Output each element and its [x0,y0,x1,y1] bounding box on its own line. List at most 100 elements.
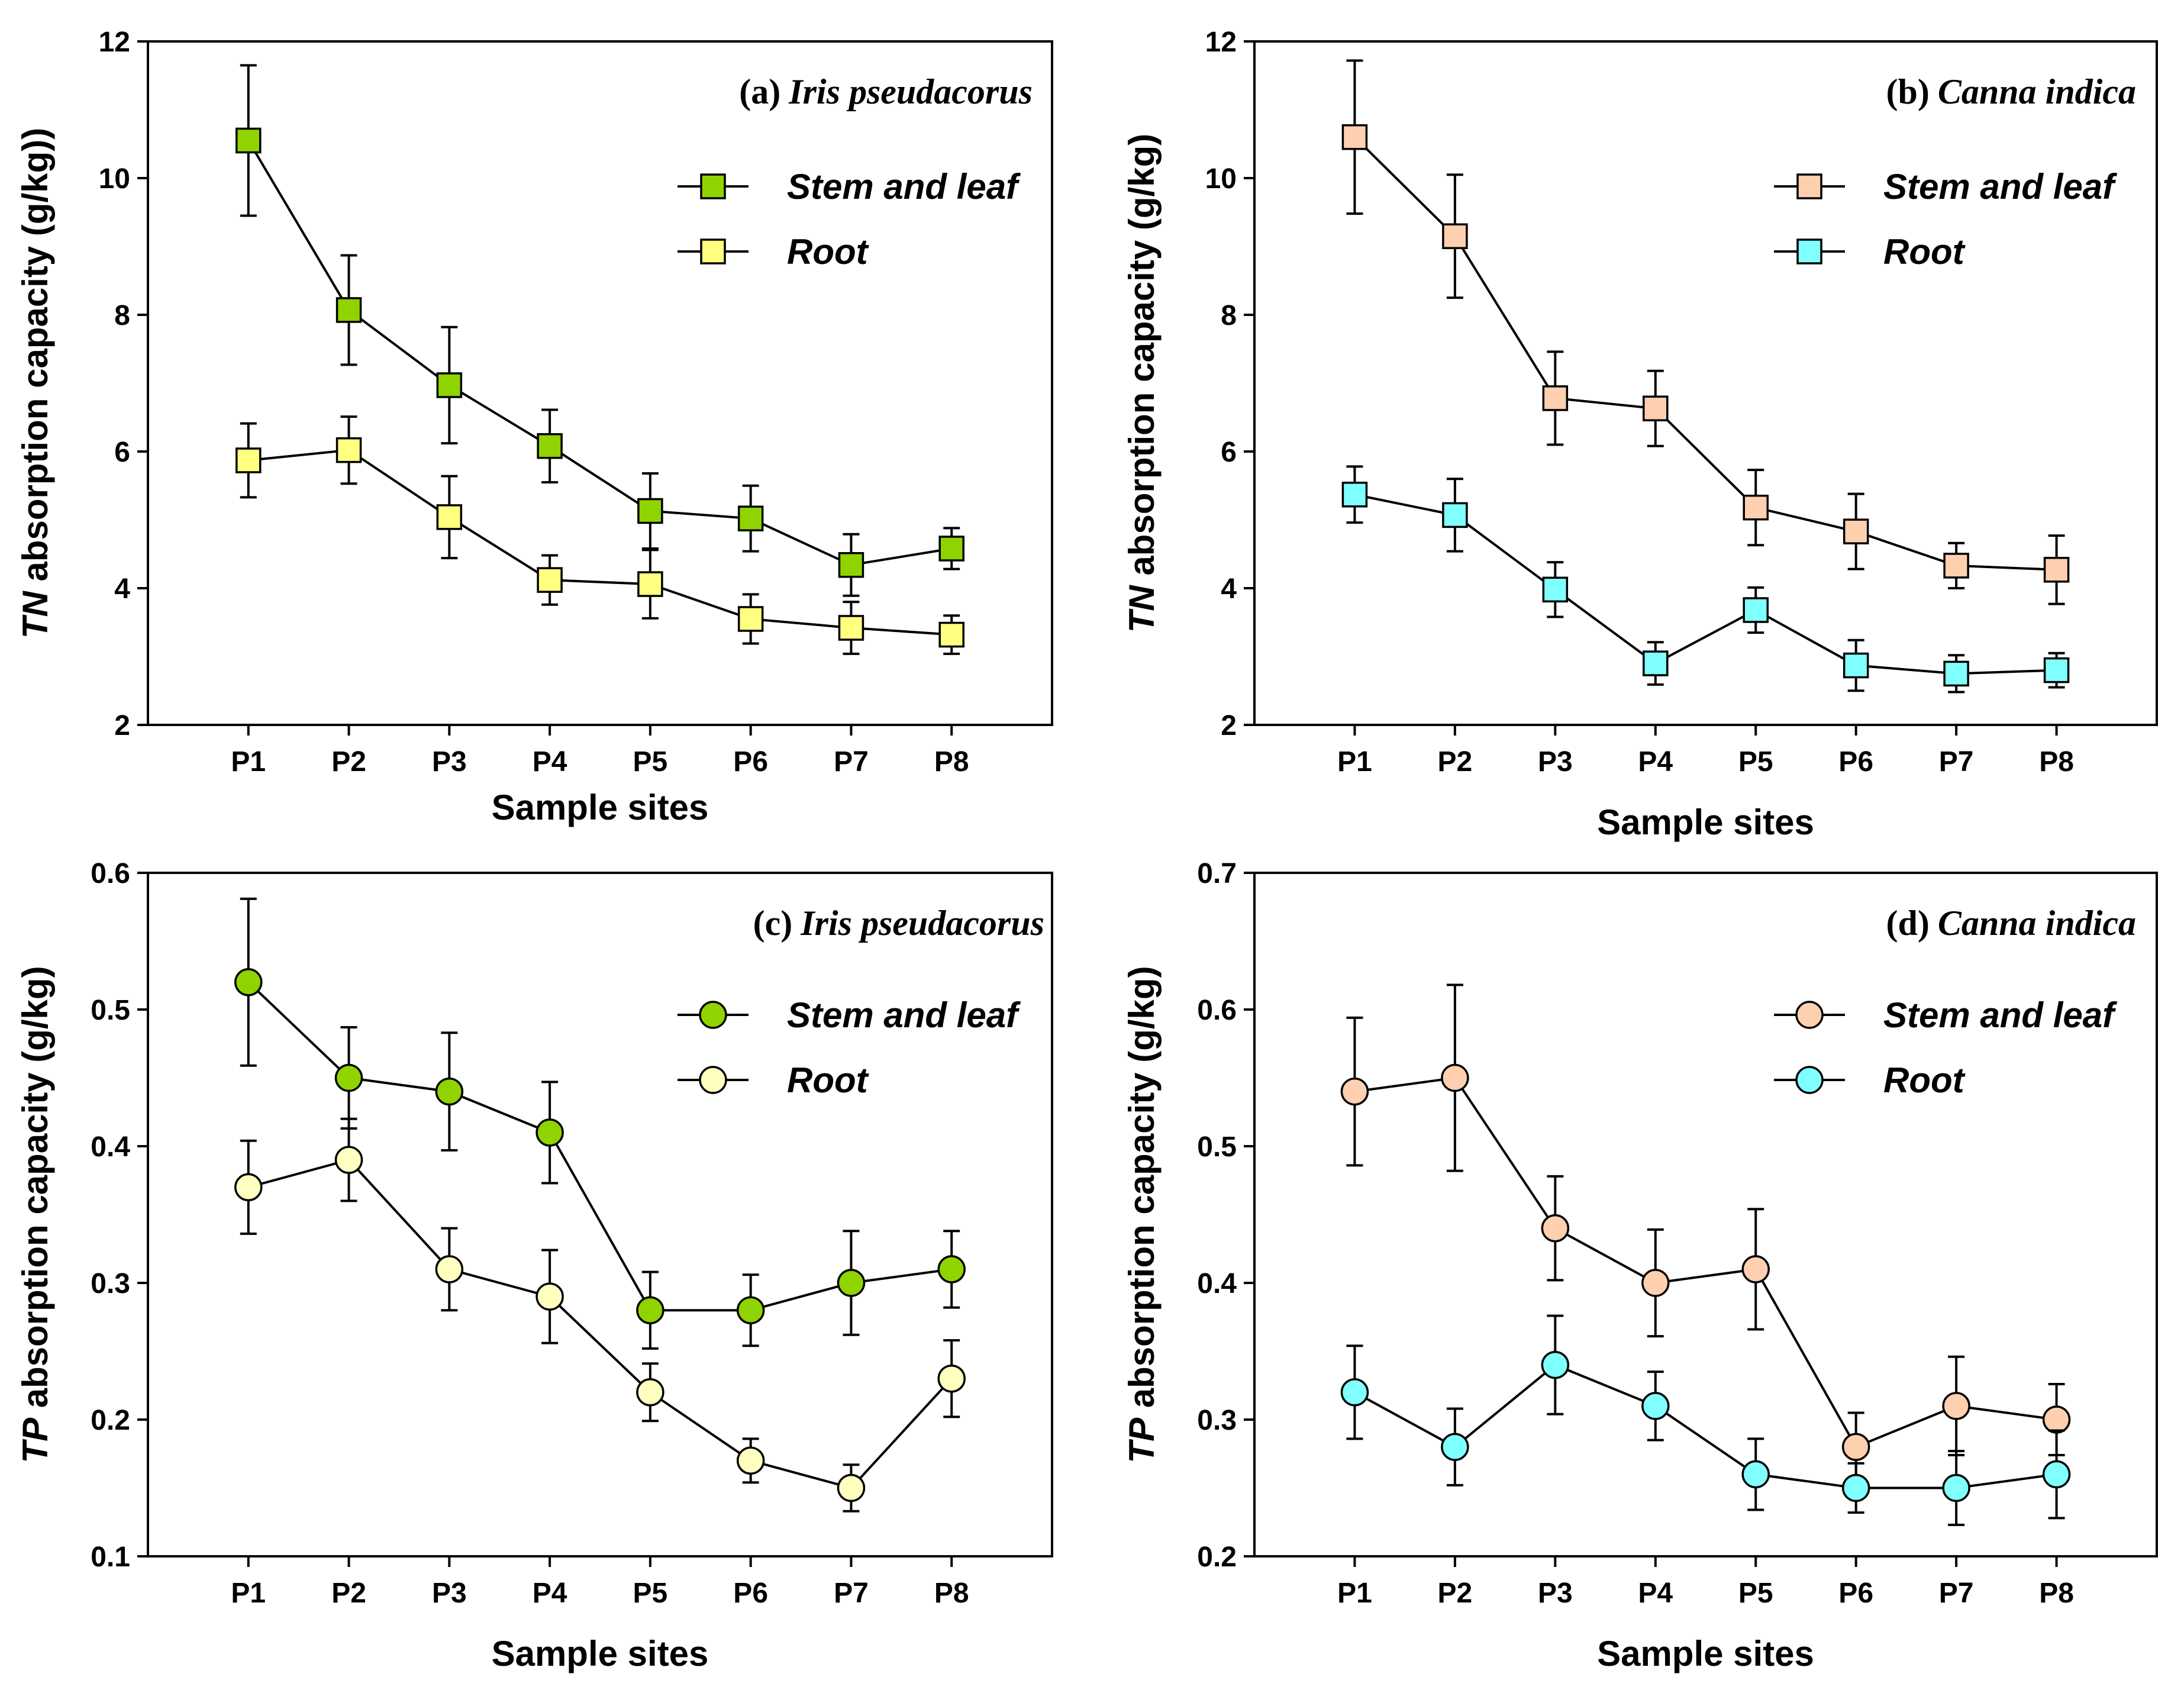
x-tick-label: P5 [1738,746,1773,778]
data-point [1541,1350,1570,1379]
data-point [1442,502,1468,528]
y-tick-label: 2 [114,710,130,741]
legend-label: Root [1883,1060,1966,1100]
legend-label: Root [787,232,870,272]
y-axis-title: TN absorption capacity (g/kg) [1122,134,1162,633]
series-line [247,140,952,566]
data-point [1541,1214,1570,1243]
data-point [1441,1433,1469,1461]
y-tick-label: 0.3 [91,1268,130,1299]
chart-panel-c: 0.1 0.2 0.3 0.4 0.5 0.6 P1 P2 P3 P4 P5 P6 P7 P8 Sample… [15,858,1053,1673]
data-point [1340,1077,1369,1106]
x-tick-label: P4 [1638,1578,1673,1609]
series-root [1340,1314,2071,1526]
y-axis-title-variable: TP [1122,1417,1162,1463]
x-tick-label: P2 [331,746,366,778]
legend-marker [1795,1001,1824,1029]
x-tick-label: P8 [2039,1578,2074,1609]
data-point [937,1364,966,1393]
y-axis-title-text: absorption capacity (g/kg) [1122,966,1162,1417]
series-stem-and-leaf [234,897,966,1350]
y-axis-title-text: absorption capacity (g/kg)) [15,128,55,591]
plot-frame [1253,40,2158,726]
data-point [1743,597,1769,623]
y-tick-label: 12 [99,27,130,58]
data-point [636,1378,664,1407]
y-tick-label: 0.6 [91,858,130,889]
y-tick-label: 0.2 [1197,1542,1237,1573]
data-point [837,1269,866,1297]
panel-title-label: (b) [1886,72,1930,111]
data-point [838,552,864,578]
y-tick-label: 8 [1221,300,1237,331]
data-point [1641,1269,1670,1297]
x-axis-title: Sample sites [492,1634,709,1673]
data-point [1843,518,1869,544]
panel-title-label: (c) [753,904,793,943]
chart-panel-d: 0.2 0.3 0.4 0.5 0.6 0.7 P1 P2 P3 P4 P5 P6 P7 P8 Sample… [1122,858,2158,1673]
data-point [736,1446,765,1475]
legend-marker [699,1001,727,1029]
legend: Stem and leaf Root [678,167,1021,272]
series-line [1354,1076,2057,1449]
data-point [1542,576,1569,603]
chart-panel-a: 2 4 6 8 10 12 P1 P2 P3 P4 P5 P6 P7 P8 Sample sites TN a… [15,27,1053,827]
y-tick-label: 10 [1205,163,1237,195]
data-point [1741,1460,1770,1489]
data-point [1841,1433,1870,1461]
data-point [1843,652,1869,679]
data-point [1542,385,1569,411]
data-point [2043,557,2070,583]
y-tick-label: 0.3 [1197,1405,1237,1436]
x-tick-label: P5 [633,746,668,778]
x-tick-label: P1 [231,1578,266,1609]
data-point [436,504,463,530]
x-tick-label: P5 [1738,1578,1773,1609]
data-point [1643,395,1669,421]
legend: Stem and leaf Root [678,995,1021,1100]
data-point [537,433,563,459]
data-point [1340,1378,1369,1407]
x-tick-label: P1 [231,746,266,778]
panel-title-species: Iris pseudacorus [800,904,1044,943]
data-point [2043,657,2070,683]
x-axis-title: Sample sites [492,788,709,827]
series-root [1341,465,2070,694]
x-axis-title: Sample sites [1597,1634,1814,1673]
y-tick-label: 2 [1221,710,1237,741]
data-point [1643,650,1669,676]
panel-title: (a) Iris pseudacorus [739,72,1033,111]
data-point [535,1282,564,1311]
data-point [335,437,362,463]
data-point [938,621,964,648]
data-point [236,127,262,154]
data-point [1841,1473,1870,1502]
series-stem-and-leaf [236,64,964,597]
data-point [236,447,262,473]
y-axis-title: TN absorption capacity (g/kg)) [15,128,55,638]
data-point [1442,223,1468,249]
series-line [1354,493,2057,675]
panel-title-species: Iris pseudacorus [788,72,1033,111]
data-point [837,1473,866,1502]
x-tick-label: P1 [1337,1578,1372,1609]
data-point [1942,1473,1970,1502]
legend: Stem and leaf Root [1774,995,2117,1100]
y-tick-label: 0.4 [91,1131,130,1163]
x-tick-label: P4 [1638,746,1673,778]
data-point [334,1146,363,1174]
x-tick-label: P7 [834,1578,869,1609]
data-point [838,615,864,641]
y-tick-label: 0.5 [91,995,130,1026]
x-tick-label: P3 [1538,1578,1573,1609]
data-point [737,606,764,632]
x-tick-label: P3 [432,746,467,778]
y-axis-title-variable: TP [15,1417,55,1463]
y-tick-label: 0.7 [1197,858,1237,889]
series-stem-and-leaf [1340,983,2071,1482]
data-point [736,1296,765,1324]
series-line [1354,136,2057,571]
x-tick-label: P6 [1838,746,1873,778]
